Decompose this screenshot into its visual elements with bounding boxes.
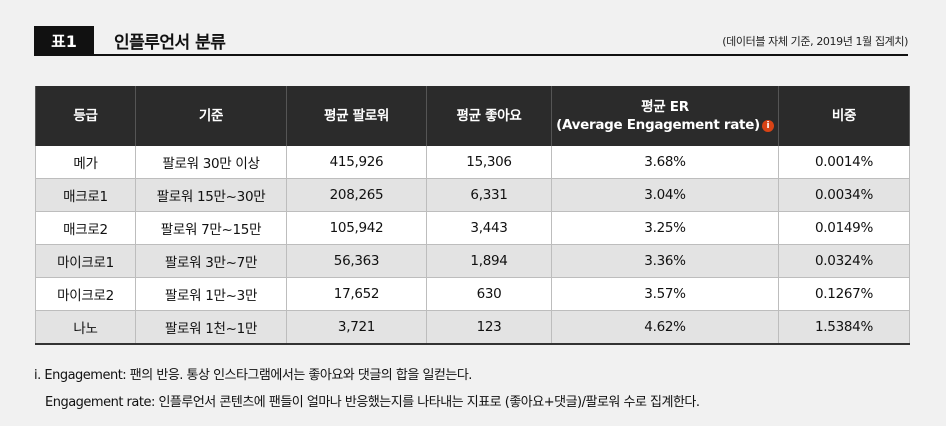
info-icon: i [761,120,774,132]
col-header-share: 비중 [778,86,910,146]
header-divider [34,54,908,56]
cell-avg-er: 3.57% [551,277,779,311]
cell-grade: 마이크로2 [35,277,136,311]
cell-grade: 메가 [35,146,136,179]
cell-avg-likes: 6,331 [426,178,552,212]
cell-avg-likes: 3,443 [426,211,552,245]
cell-share: 0.1267% [778,277,910,311]
cell-share: 0.0014% [778,146,910,179]
cell-avg-likes: 1,894 [426,244,552,278]
cell-grade: 매크로2 [35,211,136,245]
table-row: 메가 팔로워 30만 이상 415,926 15,306 3.68% 0.001… [35,146,910,179]
cell-avg-er: 3.36% [551,244,779,278]
cell-criteria: 팔로워 15만~30만 [135,178,287,212]
cell-avg-er: 3.68% [551,146,779,179]
table-row: 매크로1 팔로워 15만~30만 208,265 6,331 3.04% 0.0… [35,178,910,212]
col-header-avg-er: 평균 ER (Average Engagement rate) i [551,86,779,146]
table-title: 인플루언서 분류 [114,33,226,53]
cell-criteria: 팔로워 3만~7만 [135,244,287,278]
cell-avg-followers: 17,652 [286,277,427,311]
cell-avg-likes: 630 [426,277,552,311]
cell-criteria: 팔로워 30만 이상 [135,146,287,179]
cell-grade: 매크로1 [35,178,136,212]
col-header-criteria: 기준 [135,86,287,146]
cell-avg-likes: 15,306 [426,146,552,179]
source-note: (데이터블 자체 기준, 2019년 1월 집계치) [722,35,908,48]
table-number-badge: 표1 [34,26,94,54]
cell-grade: 나노 [35,310,136,345]
cell-share: 0.0324% [778,244,910,278]
cell-share: 0.0149% [778,211,910,245]
table-row: 마이크로1 팔로워 3만~7만 56,363 1,894 3.36% 0.032… [35,244,910,278]
cell-criteria: 팔로워 7만~15만 [135,211,287,245]
avg-er-label: 평균 ER [641,99,689,115]
table-header-row: 등급 기준 평균 팔로워 평균 좋아요 평균 ER (Average Engag… [35,86,910,146]
cell-avg-er: 3.04% [551,178,779,212]
table-header: 표1 인플루언서 분류 (데이터블 자체 기준, 2019년 1월 집계치) [0,0,946,60]
cell-criteria: 팔로워 1천~1만 [135,310,287,345]
table-row: 매크로2 팔로워 7만~15만 105,942 3,443 3.25% 0.01… [35,211,910,245]
avg-er-subtitle: (Average Engagement rate) [556,117,760,133]
table-row: 나노 팔로워 1천~1만 3,721 123 4.62% 1.5384% [35,310,910,345]
cell-avg-followers: 415,926 [286,146,427,179]
cell-avg-followers: 208,265 [286,178,427,212]
col-header-grade: 등급 [35,86,136,146]
table-row: 마이크로2 팔로워 1만~3만 17,652 630 3.57% 0.1267% [35,277,910,311]
cell-avg-followers: 3,721 [286,310,427,345]
cell-avg-likes: 123 [426,310,552,345]
cell-grade: 마이크로1 [35,244,136,278]
cell-avg-followers: 56,363 [286,244,427,278]
cell-avg-er: 4.62% [551,310,779,345]
avg-er-subtitle-line: (Average Engagement rate) i [552,116,778,134]
cell-avg-er: 3.25% [551,211,779,245]
cell-share: 0.0034% [778,178,910,212]
influencer-table: 등급 기준 평균 팔로워 평균 좋아요 평균 ER (Average Engag… [35,86,910,345]
cell-avg-followers: 105,942 [286,211,427,245]
cell-share: 1.5384% [778,310,910,345]
footnote-engagement-rate: Engagement rate: 인플루언서 콘텐츠에 팬들이 얼마나 반응했는… [45,395,700,410]
footnote-engagement: i. Engagement: 팬의 반응. 통상 인스타그램에서는 좋아요와 댓… [34,368,472,383]
cell-criteria: 팔로워 1만~3만 [135,277,287,311]
col-header-avg-followers: 평균 팔로워 [286,86,427,146]
col-header-avg-likes: 평균 좋아요 [426,86,552,146]
